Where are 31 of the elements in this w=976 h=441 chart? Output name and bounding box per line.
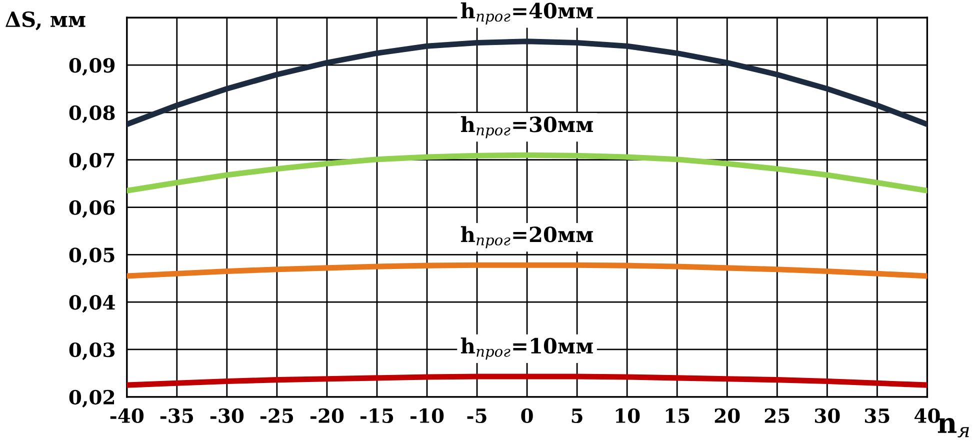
- x-tick-label: -5: [467, 408, 486, 424]
- y-axis-title: ΔS, мм: [5, 11, 86, 30]
- y-tick-label: 0,07: [69, 152, 114, 170]
- series-label: h$_{прог}$=20мм: [460, 226, 593, 248]
- x-tick-label: 30: [814, 408, 840, 424]
- series-label: h$_{прог}$=10мм: [460, 338, 593, 360]
- x-tick-label: -25: [260, 408, 294, 424]
- x-tick-label: -10: [410, 408, 444, 424]
- y-tick-label: 0,03: [69, 342, 115, 360]
- y-tick-label: 0,09: [69, 58, 115, 76]
- x-tick-label: 40: [914, 408, 940, 424]
- x-tick-label: 5: [572, 408, 582, 424]
- x-tick-label: -35: [160, 408, 193, 424]
- x-tick-label: 35: [865, 408, 890, 424]
- series-label: h$_{прог}$=30мм: [460, 116, 593, 138]
- x-axis-title: n$_{я}$: [938, 418, 969, 438]
- x-tick-label: 0: [521, 408, 533, 424]
- x-tick-label: 20: [714, 408, 740, 424]
- x-tick-label: -40: [110, 408, 144, 424]
- x-tick-label: -20: [310, 408, 344, 424]
- y-tick-label: 0,02: [69, 390, 114, 408]
- x-tick-label: 10: [616, 408, 640, 424]
- x-tick-label: -30: [210, 408, 244, 424]
- x-tick-label: 15: [666, 408, 690, 424]
- y-tick-label: 0,06: [69, 200, 115, 218]
- y-tick-label: 0,08: [69, 105, 115, 124]
- x-tick-label: 25: [764, 408, 790, 424]
- x-tick-label: -15: [360, 408, 394, 424]
- series-label: h$_{прог}$=40мм: [460, 2, 593, 24]
- y-tick-label: 0,04: [69, 295, 115, 313]
- y-tick-label: 0,05: [69, 248, 114, 266]
